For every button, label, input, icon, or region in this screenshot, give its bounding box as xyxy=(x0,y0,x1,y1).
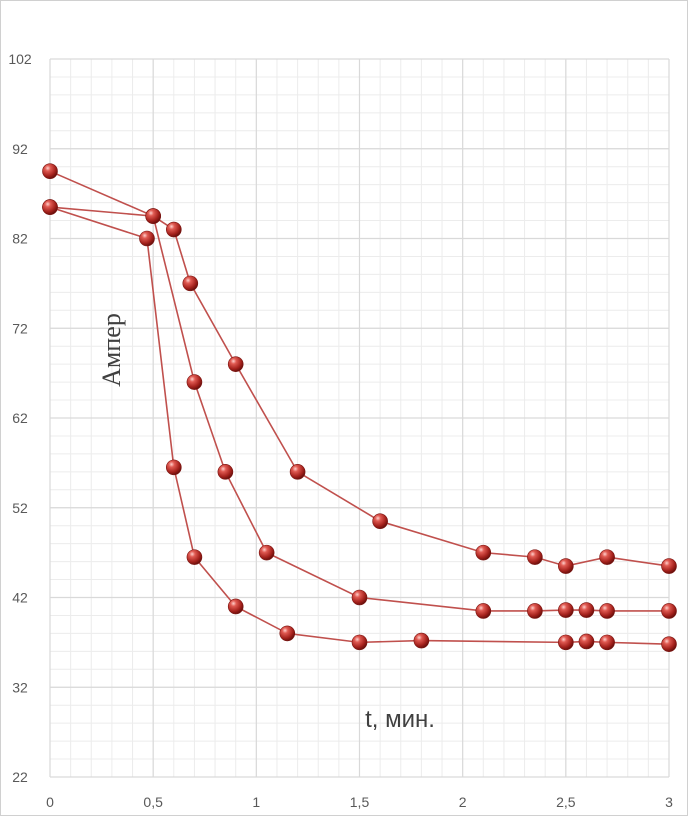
y-tick-label: 92 xyxy=(12,141,28,157)
series-1-point xyxy=(289,464,306,480)
x-tick-label: 1,5 xyxy=(350,794,370,810)
series-1-point xyxy=(527,549,543,565)
series-1-point xyxy=(558,558,574,574)
x-tick-label: 0 xyxy=(46,794,54,810)
series-1-point xyxy=(227,356,244,372)
series-2-point xyxy=(258,544,275,561)
y-tick-label: 32 xyxy=(12,679,28,695)
series-1-point xyxy=(661,558,677,574)
series-2-point xyxy=(661,603,677,619)
x-tick-label: 1 xyxy=(252,794,260,810)
y-tick-label: 22 xyxy=(12,769,28,785)
series-2-point xyxy=(578,602,595,618)
series-2-point xyxy=(558,602,574,618)
series-2-point xyxy=(351,589,368,606)
y-axis-ticks: 22 32 42 52 62 72 82 92 102 xyxy=(8,51,32,785)
series-1-point xyxy=(599,549,615,565)
major-gridlines xyxy=(49,58,670,778)
x-tick-label: 2 xyxy=(459,794,467,810)
y-tick-label: 72 xyxy=(12,320,28,336)
series-3-point xyxy=(661,636,677,652)
series-3-point xyxy=(42,199,58,215)
series-2-point xyxy=(186,374,203,390)
series-1-point xyxy=(166,221,182,238)
series-3-point xyxy=(227,598,244,615)
series-3-point xyxy=(186,549,203,565)
series-2-point xyxy=(145,208,161,224)
series-2-point xyxy=(475,603,492,619)
y-tick-label: 62 xyxy=(12,410,28,426)
series-2-point xyxy=(599,603,615,619)
series-markers xyxy=(42,163,677,652)
series-2-point xyxy=(217,464,234,480)
series-3-point xyxy=(578,633,595,650)
y-tick-label: 102 xyxy=(8,51,32,67)
series-3-point xyxy=(413,632,430,649)
y-tick-label: 82 xyxy=(12,231,28,247)
series-3-point xyxy=(351,634,368,651)
series-2-point xyxy=(527,603,543,619)
series-1-point xyxy=(475,544,492,561)
y-tick-label: 52 xyxy=(12,500,28,516)
x-axis-ticks: 0 0,5 1 1,5 2 2,5 3 xyxy=(46,794,673,810)
series-3-point xyxy=(139,230,155,247)
series-3-point xyxy=(279,625,296,642)
x-axis-label: t, мин. xyxy=(365,706,435,733)
series-1-point xyxy=(42,163,58,179)
x-tick-label: 2,5 xyxy=(556,794,576,810)
series-1-point xyxy=(182,275,199,292)
series-3-point xyxy=(166,459,182,476)
y-axis-label: Ампер xyxy=(97,313,126,387)
x-tick-label: 0,5 xyxy=(143,794,163,810)
series-3-point xyxy=(558,634,574,651)
series-1-point xyxy=(372,513,388,530)
x-tick-label: 3 xyxy=(665,794,673,810)
y-tick-label: 42 xyxy=(12,590,28,606)
series-3-point xyxy=(599,634,615,651)
